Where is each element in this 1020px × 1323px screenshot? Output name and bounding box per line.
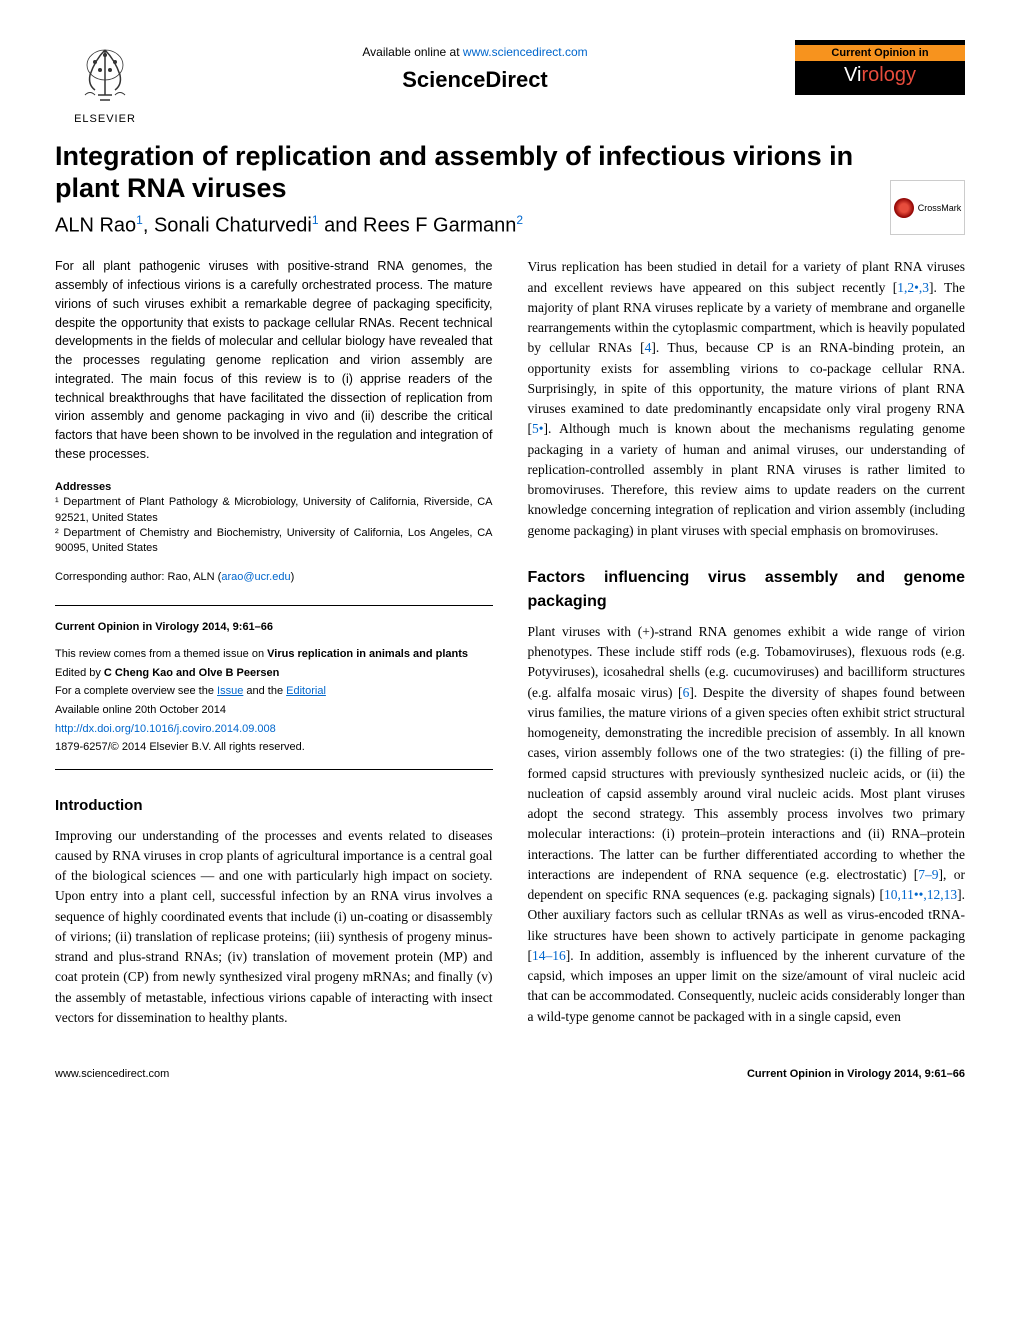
sciencedirect-url[interactable]: www.sciencedirect.com <box>463 45 588 59</box>
factors-body: Plant viruses with (+)-strand RNA genome… <box>528 622 966 1027</box>
edited-by: Edited by C Cheng Kao and Olve B Peersen <box>55 664 493 683</box>
available-online-text: Available online at www.sciencedirect.co… <box>155 45 795 59</box>
address-2: ² Department of Chemistry and Biochemist… <box>55 526 493 557</box>
ref-5[interactable]: 5• <box>532 421 543 436</box>
overview-links: For a complete overview see the Issue an… <box>55 682 493 701</box>
author-2: , Sonali Chaturvedi <box>143 214 312 236</box>
author-1: ALN Rao <box>55 214 136 236</box>
footer-left: www.sciencedirect.com <box>55 1068 169 1080</box>
title-row: Integration of replication and assembly … <box>55 140 965 237</box>
footer-citation: Current Opinion in Virology 2014, 9:61–6… <box>747 1068 965 1080</box>
address-1: ¹ Department of Plant Pathology & Microb… <box>55 495 493 526</box>
two-column-layout: For all plant pathogenic viruses with po… <box>55 257 965 1028</box>
right-column: Virus replication has been studied in de… <box>528 257 966 1028</box>
badge-vi: Vi <box>844 64 861 86</box>
header: ELSEVIER Available online at www.science… <box>55 40 965 125</box>
page-footer: www.sciencedirect.com Current Opinion in… <box>55 1058 965 1080</box>
article-title: Integration of replication and assembly … <box>55 140 890 205</box>
author-3: and Rees F Garmann <box>319 214 517 236</box>
elsevier-label: ELSEVIER <box>74 113 136 125</box>
article-info-box: Current Opinion in Virology 2014, 9:61–6… <box>55 605 493 770</box>
badge-rology: rology <box>861 64 915 86</box>
crossmark-badge[interactable]: CrossMark <box>890 180 965 235</box>
ref-1-2-3[interactable]: 1,2•,3 <box>897 280 929 295</box>
corresponding-email[interactable]: arao@ucr.edu <box>221 571 290 583</box>
introduction-heading: Introduction <box>55 795 493 818</box>
corresponding-prefix: Corresponding author: Rao, ALN ( <box>55 571 221 583</box>
crossmark-label: CrossMark <box>918 203 962 213</box>
themed-title: Virus replication in animals and plants <box>267 648 468 660</box>
sciencedirect-heading: ScienceDirect <box>155 67 795 93</box>
page-container: ELSEVIER Available online at www.science… <box>0 0 1020 1110</box>
f-p1b: ]. Despite the diversity of shapes found… <box>528 685 966 882</box>
overview-mid: and the <box>243 685 286 697</box>
available-prefix: Available online at <box>362 45 463 59</box>
author-1-affil: 1 <box>136 213 143 227</box>
left-column: For all plant pathogenic viruses with po… <box>55 257 493 1028</box>
crossmark-icon <box>894 198 914 218</box>
journal-badge-bottom: Virology <box>844 61 916 90</box>
footer-right: Current Opinion in Virology 2014, 9:61–6… <box>747 1068 965 1080</box>
edited-prefix: Edited by <box>55 667 104 679</box>
addresses-label: Addresses <box>55 479 493 496</box>
overview-prefix: For a complete overview see the <box>55 685 217 697</box>
right-intro-paragraph: Virus replication has been studied in de… <box>528 257 966 541</box>
themed-prefix: This review comes from a themed issue on <box>55 648 267 660</box>
journal-badge-top: Current Opinion in <box>795 45 965 61</box>
themed-issue: This review comes from a themed issue on… <box>55 645 493 664</box>
corresponding-author: Corresponding author: Rao, ALN (arao@ucr… <box>55 569 493 586</box>
available-online: Available online 20th October 2014 <box>55 701 493 720</box>
author-2-affil: 1 <box>312 213 319 227</box>
f-p1e: ]. In addition, assembly is influenced b… <box>528 948 966 1024</box>
editorial-link[interactable]: Editorial <box>286 685 326 697</box>
elsevier-tree-icon <box>70 40 140 110</box>
journal-badge: Current Opinion in Virology <box>795 40 965 95</box>
issue-link[interactable]: Issue <box>217 685 243 697</box>
ri-p1d: ]. Although much is known about the mech… <box>528 421 966 537</box>
ref-14-16[interactable]: 14–16 <box>532 948 566 963</box>
editors: C Cheng Kao and Olve B Peersen <box>104 667 279 679</box>
citation: Current Opinion in Virology 2014, 9:61–6… <box>55 618 493 637</box>
author-3-affil: 2 <box>516 213 523 227</box>
authors: ALN Rao1, Sonali Chaturvedi1 and Rees F … <box>55 213 890 238</box>
introduction-body: Improving our understanding of the proce… <box>55 826 493 1029</box>
ref-7-9[interactable]: 7–9 <box>918 867 938 882</box>
abstract-text: For all plant pathogenic viruses with po… <box>55 257 493 463</box>
title-block: Integration of replication and assembly … <box>55 140 890 237</box>
publisher-logo-block: ELSEVIER <box>55 40 155 125</box>
ref-10-13[interactable]: 10,11••,12,13 <box>884 887 957 902</box>
center-header: Available online at www.sciencedirect.co… <box>155 40 795 93</box>
corresponding-close: ) <box>291 571 295 583</box>
factors-heading: Factors influencing virus assembly and g… <box>528 566 966 614</box>
copyright: 1879-6257/© 2014 Elsevier B.V. All right… <box>55 738 493 757</box>
doi-link[interactable]: http://dx.doi.org/10.1016/j.coviro.2014.… <box>55 720 493 739</box>
